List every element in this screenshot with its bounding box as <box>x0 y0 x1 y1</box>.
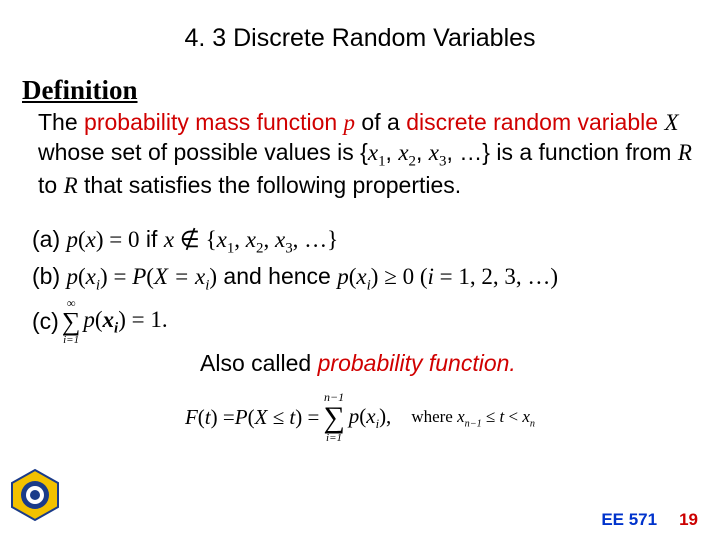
txt: that satisfies the following properties. <box>78 172 462 198</box>
close: , …} <box>293 227 339 252</box>
if: if <box>140 226 164 252</box>
page-number: 19 <box>679 510 698 530</box>
drv-term: discrete random variable <box>406 109 658 135</box>
lbl: (c) <box>32 305 59 338</box>
P: P <box>235 405 248 430</box>
x: x <box>366 404 375 428</box>
university-logo-icon <box>8 468 62 522</box>
p: p <box>349 404 360 428</box>
le: ≤ <box>482 407 500 426</box>
R: R <box>678 140 692 165</box>
summation-icon: n−1 ∑ i=1 <box>323 391 344 444</box>
eq: ) = <box>100 264 132 289</box>
lt: < <box>504 407 522 426</box>
x: x <box>398 140 408 165</box>
prob-func: probability function. <box>318 350 516 376</box>
x: x <box>457 407 465 426</box>
c: , <box>234 227 246 252</box>
eq: ) = <box>295 405 319 430</box>
p: p <box>67 264 79 289</box>
comma: ), <box>379 404 391 428</box>
x: x <box>217 227 227 252</box>
x: x <box>429 140 439 165</box>
lbl: (a) <box>32 226 67 252</box>
txt: whose set of possible values is { <box>38 139 368 165</box>
prop-a: (a) p(x) = 0 if x ∉ {x1, x2, x3, …} <box>32 223 692 260</box>
lpar: ( <box>198 405 205 430</box>
sub: 1 <box>378 153 385 169</box>
lpar: ( <box>78 227 86 252</box>
c: , <box>263 227 275 252</box>
x: x <box>86 264 96 289</box>
txt: Also called <box>200 350 318 376</box>
notin: ∉ { <box>174 227 217 252</box>
pmf-term: probability mass function <box>84 109 337 135</box>
x: x <box>103 307 115 332</box>
x: x <box>275 227 285 252</box>
lpar: ( <box>95 307 103 332</box>
txt: of a <box>355 109 406 135</box>
x: x <box>356 264 366 289</box>
lpar: ( <box>248 405 255 430</box>
txt: The <box>38 109 84 135</box>
x: x <box>368 140 378 165</box>
sum-bot: i=1 <box>326 433 342 444</box>
rpar: ) <box>209 264 217 289</box>
sigma-icon: ∑ <box>62 309 81 335</box>
w: where <box>411 407 457 426</box>
Xeq: X = x <box>154 264 205 289</box>
sum-bot: i=1 <box>63 335 79 346</box>
slide-title: 4. 3 Discrete Random Variables <box>28 24 692 53</box>
sigma-icon: ∑ <box>323 403 344 433</box>
also-called: Also called probability function. <box>200 350 692 377</box>
x: x <box>246 227 256 252</box>
term: p(xi), <box>349 404 392 432</box>
x: x <box>522 407 530 426</box>
P: P <box>132 264 146 289</box>
and: and hence <box>217 263 337 289</box>
prop-b: (b) p(xi) = P(X = xi) and hence p(xi) ≥ … <box>32 260 692 297</box>
Xle: X ≤ t <box>255 405 296 430</box>
summation-icon: ∞ ∑ i=1 <box>62 297 81 346</box>
s: 3 <box>285 240 292 256</box>
p: p <box>67 227 79 252</box>
definition-heading: Definition <box>22 75 692 106</box>
txt: , …} is a function from <box>446 139 677 165</box>
p: p <box>83 307 95 332</box>
eq1: ) = 1. <box>118 307 167 332</box>
p: p <box>337 264 349 289</box>
c: , <box>416 139 429 165</box>
term: p(xi) = 1. <box>83 303 167 340</box>
lbl: (b) <box>32 263 67 289</box>
txt: to <box>38 172 64 198</box>
ge: ) ≥ 0 ( <box>371 264 428 289</box>
course-code: EE 571 <box>601 510 657 530</box>
p-var: p <box>344 110 356 135</box>
rpz: ) = 0 <box>96 227 140 252</box>
x: x <box>164 227 174 252</box>
X-var: X <box>664 110 678 135</box>
cdf-formula: F(t) = P(X ≤ t) = n−1 ∑ i=1 p(xi), where… <box>28 391 692 444</box>
footer: EE 571 19 <box>601 510 698 530</box>
R: R <box>64 173 78 198</box>
x: x <box>86 227 96 252</box>
list: = 1, 2, 3, …) <box>434 264 558 289</box>
properties-list: (a) p(x) = 0 if x ∉ {x1, x2, x3, …} (b) … <box>32 223 692 347</box>
n: n <box>530 418 535 429</box>
n1: n−1 <box>465 418 482 429</box>
lpar: ( <box>78 264 86 289</box>
lpar: ( <box>146 264 154 289</box>
prop-c: (c) ∞ ∑ i=1 p(xi) = 1. <box>32 297 692 346</box>
sub: 2 <box>409 153 416 169</box>
where-clause: where xn−1 ≤ t < xn <box>411 407 535 429</box>
c: , <box>386 139 399 165</box>
F: F <box>185 405 198 430</box>
definition-body: The probability mass function p of a dis… <box>38 108 692 201</box>
eqP: ) = <box>211 405 235 430</box>
